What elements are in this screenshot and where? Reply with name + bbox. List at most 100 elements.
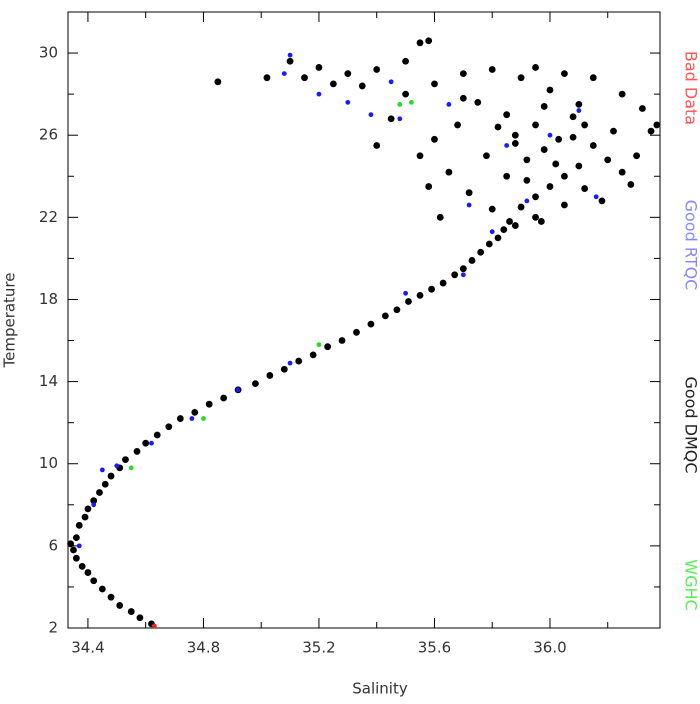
- point: [541, 146, 548, 153]
- point: [590, 74, 597, 81]
- point: [518, 204, 525, 211]
- point: [137, 614, 144, 621]
- point: [191, 409, 198, 416]
- point: [581, 185, 588, 192]
- point: [281, 366, 288, 373]
- point: [389, 79, 394, 84]
- point: [495, 124, 502, 131]
- point: [440, 280, 447, 287]
- point: [79, 563, 86, 570]
- point: [483, 152, 490, 159]
- point: [425, 37, 432, 44]
- point: [518, 74, 525, 81]
- point: [489, 206, 496, 213]
- x-tick-label: 34.4: [71, 639, 104, 657]
- point: [417, 39, 424, 46]
- point: [102, 481, 109, 488]
- point: [206, 401, 213, 408]
- point: [555, 136, 562, 143]
- point: [317, 342, 322, 347]
- point: [538, 218, 545, 225]
- x-tick-label: 35.2: [302, 639, 335, 657]
- y-tick-label: 22: [39, 208, 58, 226]
- point: [82, 514, 89, 521]
- point: [431, 80, 438, 87]
- point: [460, 95, 467, 102]
- point: [590, 142, 597, 149]
- point: [108, 473, 115, 480]
- point: [503, 173, 510, 180]
- x-tick-label: 34.8: [187, 639, 220, 657]
- point: [122, 456, 129, 463]
- point: [451, 271, 458, 278]
- point: [454, 122, 461, 129]
- point: [402, 58, 409, 65]
- point: [610, 128, 617, 135]
- point: [417, 292, 424, 299]
- point: [359, 83, 366, 90]
- point: [506, 218, 513, 225]
- point: [460, 70, 467, 77]
- point: [619, 91, 626, 98]
- point: [532, 214, 539, 221]
- point: [648, 128, 655, 135]
- y-tick-label: 26: [39, 126, 58, 144]
- point: [561, 202, 568, 209]
- point: [500, 226, 507, 233]
- y-tick-label: 10: [39, 454, 58, 472]
- point: [403, 291, 408, 296]
- point: [116, 602, 123, 609]
- point: [369, 112, 374, 117]
- point: [96, 489, 103, 496]
- point: [490, 229, 495, 234]
- point: [461, 272, 466, 277]
- point: [541, 103, 548, 110]
- point: [128, 608, 135, 615]
- point: [288, 53, 293, 58]
- y-tick-label: 6: [48, 536, 58, 554]
- point: [368, 321, 375, 328]
- point: [287, 58, 294, 65]
- x-tick-label: 35.6: [418, 639, 451, 657]
- legend-entry: Good DMQC: [682, 376, 700, 473]
- point: [532, 122, 539, 129]
- point: [129, 465, 134, 470]
- point: [388, 115, 395, 122]
- point: [512, 140, 519, 147]
- point: [108, 594, 115, 601]
- point: [417, 152, 424, 159]
- point: [548, 133, 553, 138]
- point: [627, 181, 634, 188]
- point: [532, 193, 539, 200]
- point: [604, 156, 611, 163]
- point: [397, 102, 402, 107]
- point: [344, 70, 351, 77]
- x-axis-label: Salinity: [352, 680, 408, 698]
- point: [474, 99, 481, 106]
- point: [189, 416, 194, 421]
- point: [264, 74, 271, 81]
- point: [437, 214, 444, 221]
- point: [523, 156, 530, 163]
- point: [134, 448, 141, 455]
- y-tick-label: 14: [39, 372, 58, 390]
- point: [114, 463, 119, 468]
- point: [425, 183, 432, 190]
- point: [77, 543, 82, 548]
- point: [466, 189, 473, 196]
- point: [288, 361, 293, 366]
- point: [353, 329, 360, 336]
- point: [447, 102, 452, 107]
- plot-frame: [68, 12, 660, 628]
- point: [142, 440, 149, 447]
- point: [316, 64, 323, 71]
- point: [570, 113, 577, 120]
- point: [73, 534, 80, 541]
- point: [397, 116, 402, 121]
- point: [469, 257, 476, 264]
- legend-entry: Bad Data: [682, 51, 700, 125]
- point: [70, 547, 77, 554]
- point: [581, 122, 588, 129]
- point: [570, 134, 577, 141]
